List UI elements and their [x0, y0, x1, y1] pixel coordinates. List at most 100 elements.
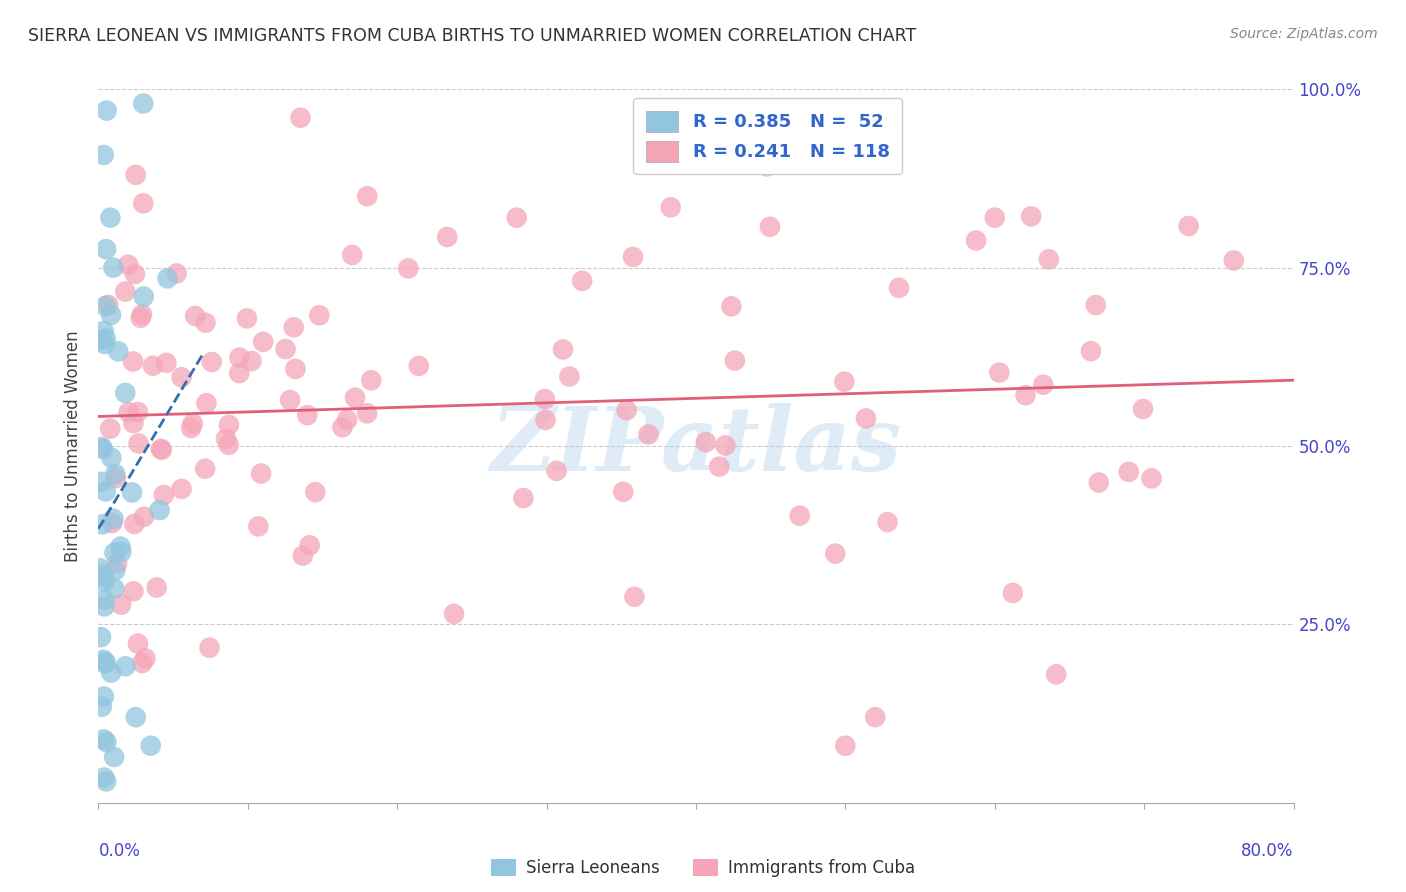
- Point: [621, 250, 644, 264]
- Point: [198, 640, 221, 655]
- Point: [865, 710, 887, 724]
- Point: [107, 344, 129, 359]
- Point: [201, 355, 224, 369]
- Point: [1001, 586, 1024, 600]
- Point: [90, 475, 112, 489]
- Point: [93, 599, 115, 614]
- Point: [94, 656, 117, 670]
- Point: [360, 373, 382, 387]
- Point: [250, 467, 273, 481]
- Point: [290, 111, 312, 125]
- Point: [124, 267, 146, 281]
- Point: [789, 508, 811, 523]
- Point: [110, 540, 132, 554]
- Point: [97, 298, 120, 312]
- Point: [215, 432, 238, 446]
- Point: [194, 462, 217, 476]
- Point: [1080, 344, 1102, 359]
- Point: [695, 435, 717, 450]
- Point: [93, 574, 115, 589]
- Point: [195, 396, 218, 410]
- Point: [283, 320, 305, 334]
- Point: [90, 630, 112, 644]
- Point: [240, 354, 263, 368]
- Point: [759, 219, 782, 234]
- Point: [90, 699, 112, 714]
- Point: [1223, 253, 1246, 268]
- Point: [128, 436, 150, 450]
- Point: [94, 332, 117, 346]
- Point: [824, 547, 846, 561]
- Point: [132, 509, 155, 524]
- Point: [506, 211, 529, 225]
- Point: [98, 422, 121, 436]
- Point: [512, 491, 534, 505]
- Point: [332, 420, 354, 434]
- Point: [93, 324, 115, 338]
- Point: [93, 771, 115, 785]
- Point: [297, 408, 319, 422]
- Text: ZIPatlas: ZIPatlas: [491, 403, 901, 489]
- Point: [709, 459, 731, 474]
- Point: [93, 148, 115, 162]
- Point: [443, 607, 465, 621]
- Point: [93, 690, 115, 704]
- Point: [1014, 388, 1036, 402]
- Point: [228, 351, 250, 365]
- Point: [724, 353, 747, 368]
- Point: [98, 211, 122, 225]
- Point: [170, 370, 193, 384]
- Point: [132, 289, 155, 303]
- Point: [166, 267, 188, 281]
- Point: [89, 561, 111, 575]
- Point: [100, 308, 122, 322]
- Point: [93, 656, 115, 670]
- Point: [1019, 210, 1042, 224]
- Point: [104, 467, 127, 481]
- Text: SIERRA LEONEAN VS IMMIGRANTS FROM CUBA BIRTHS TO UNMARRIED WOMEN CORRELATION CHA: SIERRA LEONEAN VS IMMIGRANTS FROM CUBA B…: [28, 27, 917, 45]
- Point: [274, 342, 297, 356]
- Point: [436, 230, 458, 244]
- Point: [834, 375, 856, 389]
- Point: [149, 442, 172, 456]
- Point: [408, 359, 430, 373]
- Point: [304, 485, 326, 500]
- Point: [93, 592, 115, 607]
- Point: [1177, 219, 1199, 233]
- Point: [571, 274, 593, 288]
- Point: [121, 485, 143, 500]
- Point: [1140, 471, 1163, 485]
- Point: [156, 271, 179, 285]
- Y-axis label: Births to Unmarried Women: Births to Unmarried Women: [65, 330, 83, 562]
- Point: [218, 417, 240, 432]
- Point: [127, 405, 149, 419]
- Point: [194, 316, 217, 330]
- Point: [103, 512, 125, 526]
- Point: [90, 440, 112, 454]
- Text: Source: ZipAtlas.com: Source: ZipAtlas.com: [1230, 27, 1378, 41]
- Point: [124, 516, 146, 531]
- Point: [96, 103, 118, 118]
- Point: [91, 442, 114, 456]
- Point: [129, 310, 152, 325]
- Point: [278, 392, 301, 407]
- Point: [93, 570, 115, 584]
- Point: [155, 356, 177, 370]
- Point: [114, 285, 136, 299]
- Point: [1132, 401, 1154, 416]
- Point: [103, 582, 125, 596]
- Point: [612, 484, 634, 499]
- Point: [131, 308, 153, 322]
- Point: [228, 366, 250, 380]
- Point: [308, 309, 330, 323]
- Point: [291, 549, 314, 563]
- Point: [181, 417, 204, 431]
- Point: [103, 260, 125, 275]
- Point: [298, 538, 321, 552]
- Point: [218, 438, 240, 452]
- Point: [965, 234, 987, 248]
- Point: [96, 774, 118, 789]
- Point: [659, 200, 682, 214]
- Text: 0.0%: 0.0%: [98, 842, 141, 860]
- Point: [91, 517, 114, 532]
